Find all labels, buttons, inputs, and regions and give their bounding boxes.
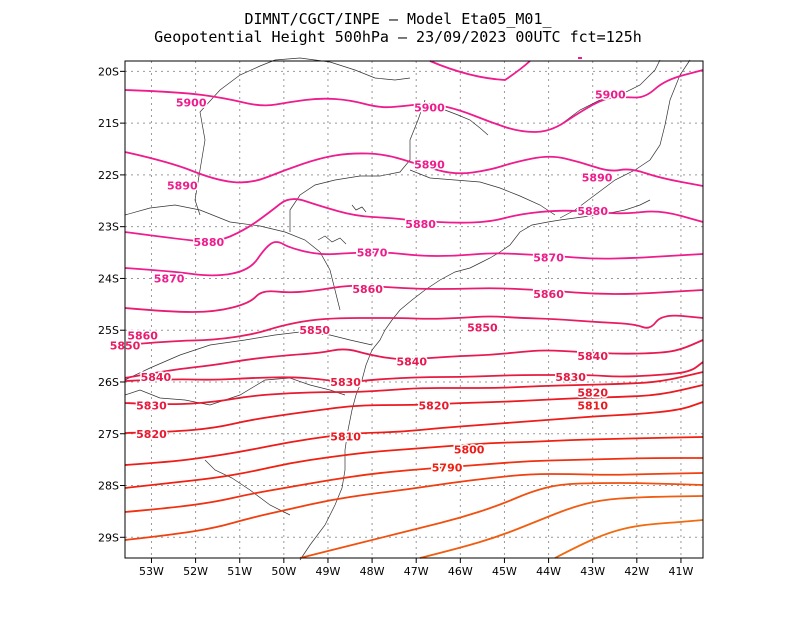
y-tick-label: 27S — [98, 428, 119, 441]
contour-labels: 5900 5900 5900 5890 5890 5890 5880 5880 5880 5870… — [108, 87, 627, 476]
coastline — [299, 199, 651, 561]
contour-label: 5820 — [136, 428, 167, 441]
state-border — [124, 204, 341, 311]
height-contours — [124, 57, 704, 559]
y-tick-label: 22S — [98, 169, 119, 182]
y-tick-label: 23S — [98, 221, 119, 234]
contour-label: 5840 — [396, 355, 427, 368]
river — [431, 101, 489, 136]
contour-label: 5840 — [141, 371, 172, 384]
contour-label: 5810 — [330, 430, 361, 443]
contour-5830 — [124, 361, 704, 384]
longitude-axis: 53W 52W 51W 50W 49W 48W 47W 46W 45W 44W 43W 42W 41W — [139, 558, 693, 578]
x-tick-label: 42W — [624, 565, 649, 578]
contour-label: 5900 — [414, 102, 445, 115]
contour-label: 5860 — [533, 288, 564, 301]
contour-label: 5790 — [432, 461, 463, 474]
contour-label: 5810 — [577, 399, 608, 412]
contour-5880 — [124, 198, 704, 243]
contour-5840 — [124, 339, 704, 379]
contour-label: 5830 — [555, 371, 586, 384]
contour-5770 — [124, 472, 704, 541]
y-tick-label: 21S — [98, 117, 119, 130]
x-tick-label: 50W — [271, 565, 296, 578]
contour-label: 5800 — [454, 443, 485, 456]
contour-5790 — [124, 436, 704, 489]
state-border — [199, 57, 411, 113]
contour-label: 5850 — [467, 322, 498, 335]
state-border — [194, 111, 206, 216]
x-tick-label: 46W — [448, 565, 473, 578]
latitude-axis: 20S 21S 22S 23S 24S 25S 26S 27S 28S 29S — [98, 65, 125, 544]
contour-5740 — [554, 519, 704, 559]
state-border — [409, 169, 556, 216]
contour-label: 5880 — [405, 218, 436, 231]
contour-5910-segment — [429, 60, 531, 81]
state-border — [559, 59, 661, 126]
title-line-2: Geopotential Height 500hPa – 23/09/2023 … — [154, 28, 642, 46]
state-border — [289, 99, 426, 232]
contour-5800 — [124, 401, 704, 466]
x-tick-label: 47W — [404, 565, 429, 578]
coastline-and-borders — [124, 57, 691, 561]
contour-label: 5860 — [127, 329, 158, 342]
contour-label: 5830 — [136, 399, 167, 412]
contour-label: 5860 — [352, 283, 383, 296]
state-border — [124, 331, 373, 381]
contour-label: 5820 — [419, 399, 450, 412]
y-tick-label: 26S — [98, 376, 119, 389]
contour-5850 — [124, 314, 704, 346]
x-tick-label: 49W — [316, 565, 341, 578]
x-tick-label: 41W — [669, 565, 694, 578]
x-tick-label: 51W — [227, 565, 252, 578]
contour-label: 5880 — [194, 236, 225, 249]
x-tick-label: 44W — [536, 565, 561, 578]
contour-5810 — [124, 384, 704, 434]
x-tick-label: 43W — [580, 565, 605, 578]
contour-label: 5830 — [330, 376, 361, 389]
contour-label: 5890 — [414, 159, 445, 172]
y-tick-label: 28S — [98, 480, 119, 493]
state-border — [204, 459, 291, 516]
x-tick-label: 48W — [360, 565, 385, 578]
contour-label: 5820 — [577, 386, 608, 399]
river — [351, 204, 367, 213]
contour-label: 5900 — [176, 96, 207, 109]
lat-lon-gridlines — [125, 61, 703, 558]
contour-label: 5880 — [577, 205, 608, 218]
contour-label: 5890 — [167, 179, 198, 192]
contour-5890 — [124, 151, 704, 187]
x-tick-label: 45W — [492, 565, 517, 578]
contour-label: 5890 — [582, 171, 613, 184]
contour-5900 — [124, 69, 704, 133]
contour-5750 — [419, 495, 704, 559]
x-tick-label: 53W — [139, 565, 164, 578]
state-border — [559, 59, 691, 219]
y-tick-label: 24S — [98, 272, 119, 285]
y-tick-label: 25S — [98, 324, 119, 337]
contour-5870 — [124, 241, 704, 277]
contour-5860 — [124, 284, 704, 313]
river — [317, 235, 347, 245]
contour-label: 5840 — [577, 350, 608, 363]
contour-label: 5870 — [154, 272, 185, 285]
contour-label: 5870 — [533, 252, 564, 265]
contour-5820 — [124, 371, 704, 406]
contour-5780 — [124, 457, 703, 513]
contour-label: 5900 — [595, 89, 626, 102]
y-tick-label: 20S — [98, 65, 119, 78]
contour-label: 5870 — [357, 247, 388, 260]
y-tick-label: 29S — [98, 531, 119, 544]
x-tick-label: 52W — [183, 565, 208, 578]
contour-5760 — [299, 482, 704, 559]
state-border — [124, 377, 346, 406]
contour-label: 5850 — [299, 324, 330, 337]
plot-frame — [124, 60, 704, 559]
title-line-1: DIMNT/CGCT/INPE – Model Eta05_M01_ — [244, 10, 552, 28]
